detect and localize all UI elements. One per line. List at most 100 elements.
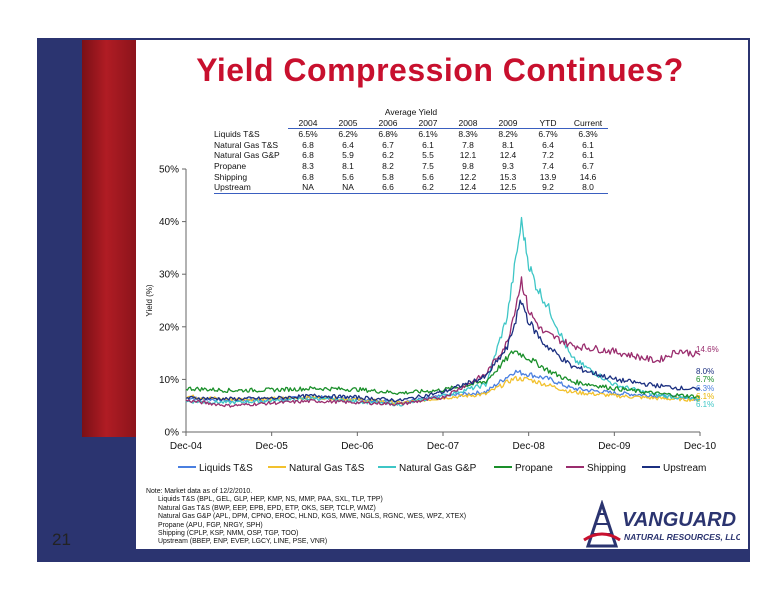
oil-derrick-icon (583, 500, 621, 548)
vanguard-logo: VANGUARD NATURAL RESOURCES, LLC (583, 500, 740, 548)
table-cell: 12.4 (448, 182, 488, 194)
table-cell: 14.6 (579, 171, 597, 182)
table-cell: 6.5% (298, 129, 318, 140)
legend-label: Natural Gas G&P (399, 463, 477, 474)
row-label: Liquids T&S (214, 128, 260, 139)
logo-sub: NATURAL RESOURCES, LLC (624, 532, 740, 542)
note-line: Liquids T&S (BPL, GEL, GLP, HEP, KMP, NS… (158, 496, 383, 504)
y-tick-label: 0% (165, 428, 180, 439)
y-tick-label: 40% (159, 217, 179, 228)
table-cell: 8.1 (342, 160, 354, 171)
table-cell: 15.3 (499, 171, 517, 182)
y-tick-label: 20% (159, 322, 179, 333)
y-axis-label: Yield (%) (145, 284, 154, 316)
table-row: Natural Gas G&P 6.8 5.9 6.2 5.5 12.1 12.4 7.2 6.… (214, 150, 608, 161)
column-header: 2007 (408, 117, 448, 130)
table-cell: 6.4 (342, 139, 354, 150)
table-row: Shipping 6.8 5.6 5.8 5.6 12.2 15.3 13.9 14.6 (214, 172, 608, 183)
table-cell: 9.2 (528, 182, 568, 194)
x-tick-label: Dec-07 (427, 441, 460, 452)
table-cell: 6.7 (582, 160, 594, 171)
table-row: Propane 8.3 8.1 8.2 7.5 9.8 9.3 7.4 6.7 (214, 161, 608, 172)
table-cell: 8.1 (502, 139, 514, 150)
slide-frame-bottom (37, 549, 750, 562)
series-line (185, 299, 701, 403)
table-cell: 5.5 (422, 150, 434, 161)
series-line (185, 216, 701, 407)
table-cell: 5.8 (382, 171, 394, 182)
table-cell: NA (328, 182, 368, 194)
table-cell: 7.8 (462, 139, 474, 150)
note-line: Natural Gas T&S (BWP, EEP, EPB, EPD, ETP… (158, 504, 376, 512)
table-cell: 6.2 (382, 150, 394, 161)
table-cell: 8.2 (382, 160, 394, 171)
table-cell: 12.5 (488, 182, 528, 194)
page-number: 21 (52, 530, 71, 549)
row-label: Shipping (214, 171, 248, 182)
series-line (185, 276, 701, 408)
row-label: Natural Gas G&P (214, 150, 280, 161)
table-row: Upstream NA NA 6.6 6.2 12.4 12.5 9.2 8.0 (214, 182, 608, 194)
table-cell: 6.2% (338, 129, 358, 140)
x-tick-label: Dec-08 (513, 441, 546, 452)
column-header: Current (568, 117, 608, 130)
table-cell: 6.1 (422, 139, 434, 150)
y-tick-label: 30% (159, 270, 179, 281)
accent-bar (82, 40, 136, 437)
note-line: Propane (APU, FGP, NRGY, SPH) (158, 521, 263, 529)
table-cell: 6.8 (302, 150, 314, 161)
table-cell: 6.4 (542, 139, 554, 150)
table-cell: 12.4 (499, 150, 517, 161)
table-cell: 8.2% (498, 129, 518, 140)
table-cell: 6.8 (302, 171, 314, 182)
table-cell: 7.4 (542, 160, 554, 171)
column-header: 2004 (288, 117, 328, 130)
column-header: YTD (528, 117, 568, 130)
table-cell: 8.0 (568, 182, 608, 194)
table-row: Liquids T&S 6.5% 6.2% 6.8% 6.1% 8.3% 8.2% 6.7% 6… (214, 129, 608, 140)
series-line (185, 350, 701, 399)
table-cell: 13.9 (539, 171, 557, 182)
legend-label: Natural Gas T&S (289, 463, 365, 474)
table-cell: 12.1 (459, 150, 477, 161)
row-label: Propane (214, 160, 247, 171)
note-line: Natural Gas G&P (APL, DPM, CPNO, EROC, H… (158, 513, 467, 521)
table-cell: 9.3 (502, 160, 514, 171)
footnotes: Note: Market data as of 12/2/2010. Liqui… (146, 488, 466, 547)
slide-frame-top (37, 38, 750, 40)
table-cell: 12.2 (459, 171, 477, 182)
table-cell: 6.1 (582, 150, 594, 161)
row-label: Natural Gas T&S (214, 139, 279, 150)
table-cell: 7.2 (542, 150, 554, 161)
row-label: Upstream (214, 182, 288, 194)
y-tick-label: 10% (159, 375, 179, 386)
x-tick-label: Dec-10 (684, 441, 717, 452)
table-cell: 5.6 (342, 171, 354, 182)
end-value-label: 6.3% (696, 384, 714, 393)
column-header: 2006 (368, 117, 408, 130)
table-cell: 6.8% (378, 129, 398, 140)
slide-frame-right (748, 38, 750, 562)
end-value-label: 6.1% (696, 400, 714, 409)
series-line (185, 375, 701, 405)
table-cell: 6.1% (418, 129, 438, 140)
end-value-label: 6.1% (696, 392, 714, 401)
slide-title: Yield Compression Continues? (196, 52, 684, 88)
table-cell: 6.6 (368, 182, 408, 194)
note-header: Note: Market data as of 12/2/2010. (146, 488, 253, 495)
table-cell: 5.6 (422, 171, 434, 182)
x-tick-label: Dec-04 (170, 441, 203, 452)
x-tick-label: Dec-09 (598, 441, 631, 452)
x-tick-label: Dec-06 (341, 441, 374, 452)
column-header: 2009 (488, 117, 528, 130)
table-cell: 8.3% (458, 129, 478, 140)
end-value-label: 8.0% (696, 367, 714, 376)
table-cell: 6.1 (582, 139, 594, 150)
end-value-label: 6.7% (696, 375, 714, 384)
table-cell: NA (288, 182, 328, 194)
table-cell: 8.3 (302, 160, 314, 171)
table-cell: 6.7% (538, 129, 558, 140)
table-cell: 5.9 (342, 150, 354, 161)
table-row: Natural Gas T&S 6.8 6.4 6.7 6.1 7.8 8.1 6.4 6.1 (214, 140, 608, 151)
